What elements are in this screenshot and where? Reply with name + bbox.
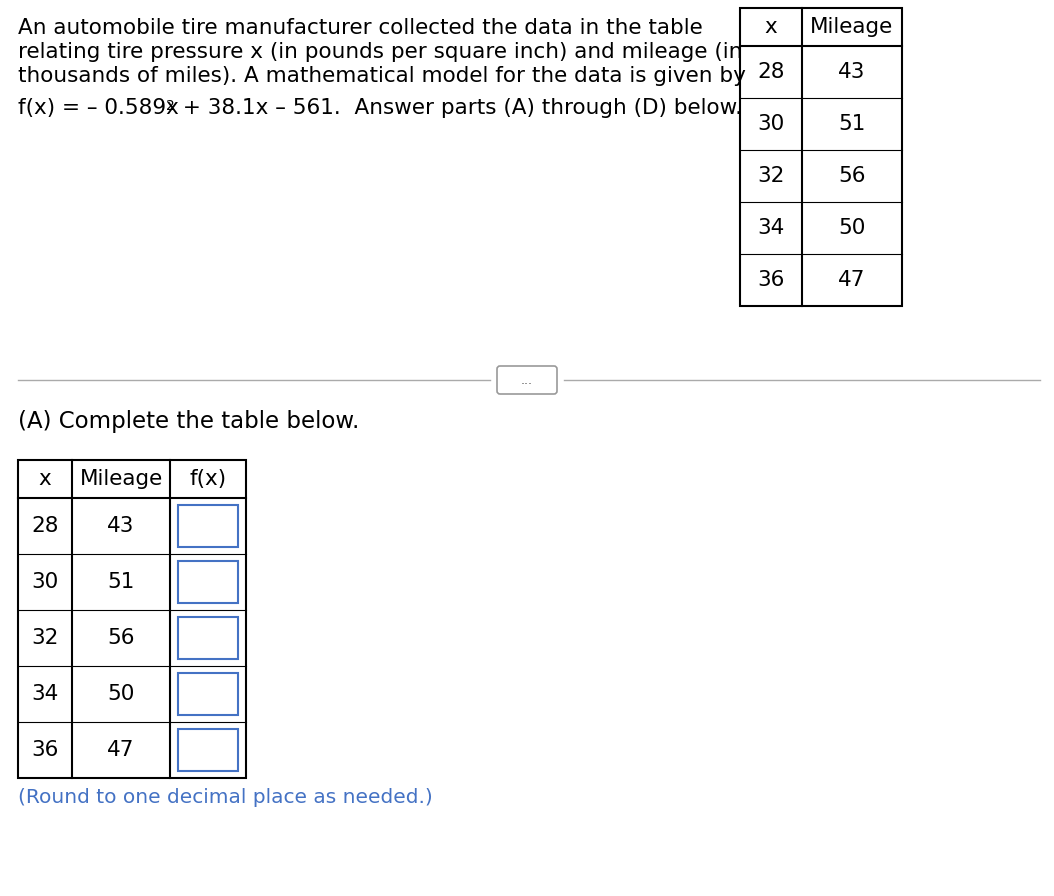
Bar (178, 617, 238, 659)
Text: + 38.1x – 561.  Answer parts (A) through (D) below.: + 38.1x – 561. Answer parts (A) through … (176, 98, 742, 118)
Text: Mileage: Mileage (79, 469, 162, 489)
Text: 51: 51 (108, 572, 135, 592)
Text: 28: 28 (757, 62, 785, 82)
Text: 56: 56 (108, 628, 135, 648)
Text: f(x): f(x) (190, 469, 227, 489)
Bar (178, 673, 238, 715)
Text: 50: 50 (108, 684, 135, 704)
Bar (178, 561, 238, 603)
Text: 36: 36 (758, 270, 784, 290)
FancyBboxPatch shape (497, 366, 557, 394)
Text: x: x (764, 17, 778, 37)
Text: 47: 47 (108, 740, 135, 760)
Text: x: x (39, 469, 52, 489)
Text: 56: 56 (838, 166, 865, 186)
Text: thousands of miles). A mathematical model for the data is given by: thousands of miles). A mathematical mode… (18, 66, 746, 86)
Text: 36: 36 (32, 740, 59, 760)
Text: 51: 51 (838, 114, 865, 134)
Bar (178, 729, 238, 771)
Text: 2: 2 (165, 99, 175, 113)
Text: 47: 47 (838, 270, 865, 290)
Text: 30: 30 (32, 572, 59, 592)
Text: 32: 32 (758, 166, 784, 186)
Text: 50: 50 (838, 218, 865, 238)
Text: 34: 34 (32, 684, 59, 704)
Bar (740, 8, 902, 306)
Text: 32: 32 (32, 628, 59, 648)
Text: 28: 28 (32, 516, 59, 536)
Text: (Round to one decimal place as needed.): (Round to one decimal place as needed.) (18, 788, 433, 807)
Text: Mileage: Mileage (811, 17, 894, 37)
Text: An automobile tire manufacturer collected the data in the table: An automobile tire manufacturer collecte… (18, 18, 703, 38)
Text: 30: 30 (758, 114, 784, 134)
Text: 43: 43 (108, 516, 135, 536)
Bar (18, 460, 246, 778)
Text: ...: ... (521, 374, 533, 386)
Text: f(x) = – 0.589x: f(x) = – 0.589x (18, 98, 179, 118)
Text: relating tire pressure x (in pounds per square inch) and mileage (in: relating tire pressure x (in pounds per … (18, 42, 742, 62)
Text: 34: 34 (758, 218, 784, 238)
Bar (178, 505, 238, 547)
Text: 43: 43 (838, 62, 865, 82)
Text: (A) Complete the table below.: (A) Complete the table below. (18, 410, 359, 433)
